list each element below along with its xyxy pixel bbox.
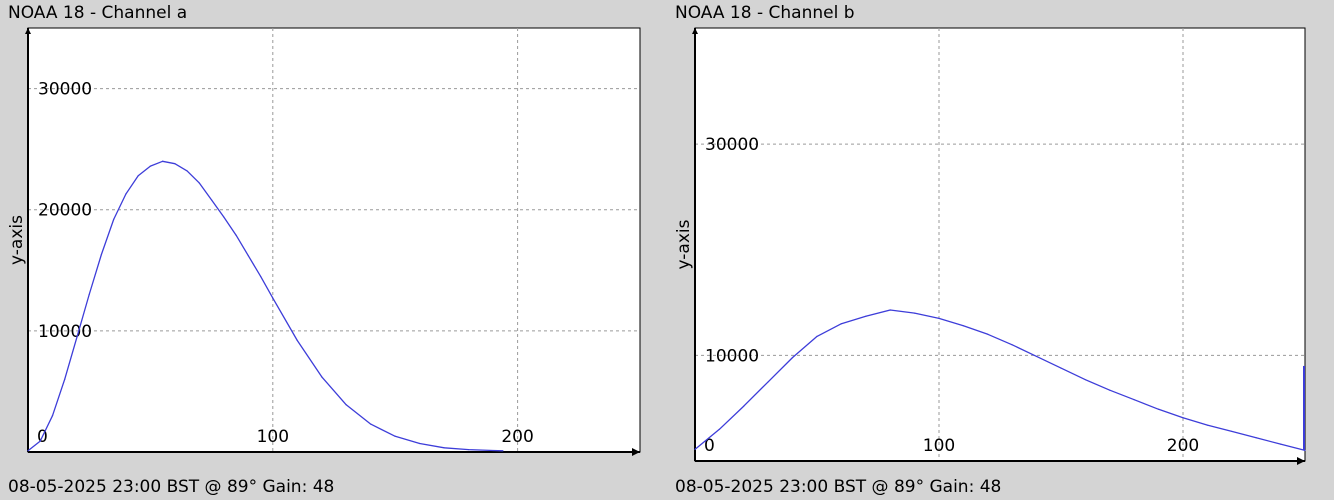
data-point — [743, 405, 745, 407]
y-tick-label: 30000 — [705, 135, 759, 155]
data-point — [76, 336, 78, 338]
data-point — [113, 218, 115, 221]
data-point — [1206, 424, 1208, 426]
y-axis-label: y-axis — [674, 219, 694, 269]
data-point — [1084, 379, 1086, 381]
data-point — [865, 315, 867, 317]
data-point — [137, 175, 139, 177]
data-point — [419, 442, 421, 445]
data-point — [914, 312, 916, 314]
data-point — [1255, 437, 1257, 439]
y-axis-arrow — [25, 28, 31, 34]
data-point — [718, 428, 720, 430]
data-point — [1133, 399, 1135, 401]
data-point — [370, 423, 372, 425]
x-tick-label: 200 — [1167, 436, 1199, 456]
plot-background — [27, 27, 641, 453]
data-point — [235, 234, 237, 236]
series-line — [694, 309, 1306, 452]
data-point — [1182, 417, 1184, 419]
y-tick-label: 20000 — [38, 201, 92, 221]
data-point — [27, 450, 29, 452]
chart-title: NOAA 18 - Channel b — [675, 3, 855, 23]
x-tick-label: 200 — [501, 427, 533, 447]
data-point — [694, 448, 696, 450]
data-point — [1036, 355, 1038, 358]
data-point — [149, 165, 151, 167]
data-point — [1060, 367, 1062, 369]
data-point — [816, 335, 818, 337]
y-axis-arrow — [692, 28, 698, 34]
chart-panel-a: NOAA 18 - Channel a 0 100 200 10000 20000 300… — [7, 3, 641, 497]
data-point — [767, 381, 769, 383]
data-point — [792, 356, 794, 359]
data-point — [938, 317, 940, 320]
data-point — [100, 253, 103, 256]
data-point — [186, 170, 188, 172]
plot-background — [694, 27, 1306, 462]
chart-panel-b: NOAA 18 - Channel b 0 100 200 10000 30000 y-a… — [667, 0, 1334, 500]
data-point — [443, 447, 445, 449]
data-point — [962, 325, 964, 327]
y-axis-label: y-axis — [7, 215, 27, 265]
data-point — [259, 275, 262, 277]
data-point — [987, 333, 989, 335]
data-point — [840, 323, 842, 325]
data-point — [198, 182, 200, 184]
data-point — [64, 378, 66, 380]
plot-area: 0 100 200 10000 30000 y-axis — [674, 27, 1306, 465]
x-tick-label: 0 — [704, 436, 715, 456]
x-axis-arrow — [1297, 457, 1305, 465]
data-point — [211, 199, 213, 201]
data-point — [247, 255, 249, 257]
data-point — [1158, 408, 1160, 410]
data-point — [174, 163, 176, 165]
y-tick-label: 10000 — [705, 346, 759, 366]
data-point — [321, 376, 323, 378]
data-point — [394, 435, 396, 437]
chart-title: NOAA 18 - Channel a — [8, 3, 188, 23]
chart-footer: 08-05-2025 23:00 BST @ 89° Gain: 48 — [675, 477, 1002, 497]
data-point — [51, 415, 54, 417]
data-point — [223, 216, 225, 218]
x-tick-label: 100 — [257, 427, 289, 447]
data-point — [39, 440, 41, 442]
data-point — [502, 450, 504, 452]
chart-footer: 08-05-2025 23:00 BST @ 89° Gain: 48 — [8, 477, 335, 497]
x-axis-arrow — [632, 448, 640, 456]
data-point — [272, 297, 274, 299]
data-point — [345, 404, 347, 406]
data-point — [1231, 430, 1233, 433]
y-tick-label: 10000 — [38, 322, 92, 342]
data-point — [88, 293, 90, 296]
data-point — [296, 339, 298, 342]
data-point — [125, 193, 127, 195]
data-point — [1280, 443, 1282, 445]
data-point — [889, 309, 891, 311]
data-point — [1011, 344, 1013, 346]
y-tick-label: 30000 — [38, 80, 92, 100]
data-point — [468, 448, 470, 451]
x-tick-label: 100 — [923, 436, 955, 456]
data-point — [162, 160, 164, 162]
data-point — [492, 449, 494, 452]
data-point — [1109, 389, 1111, 391]
